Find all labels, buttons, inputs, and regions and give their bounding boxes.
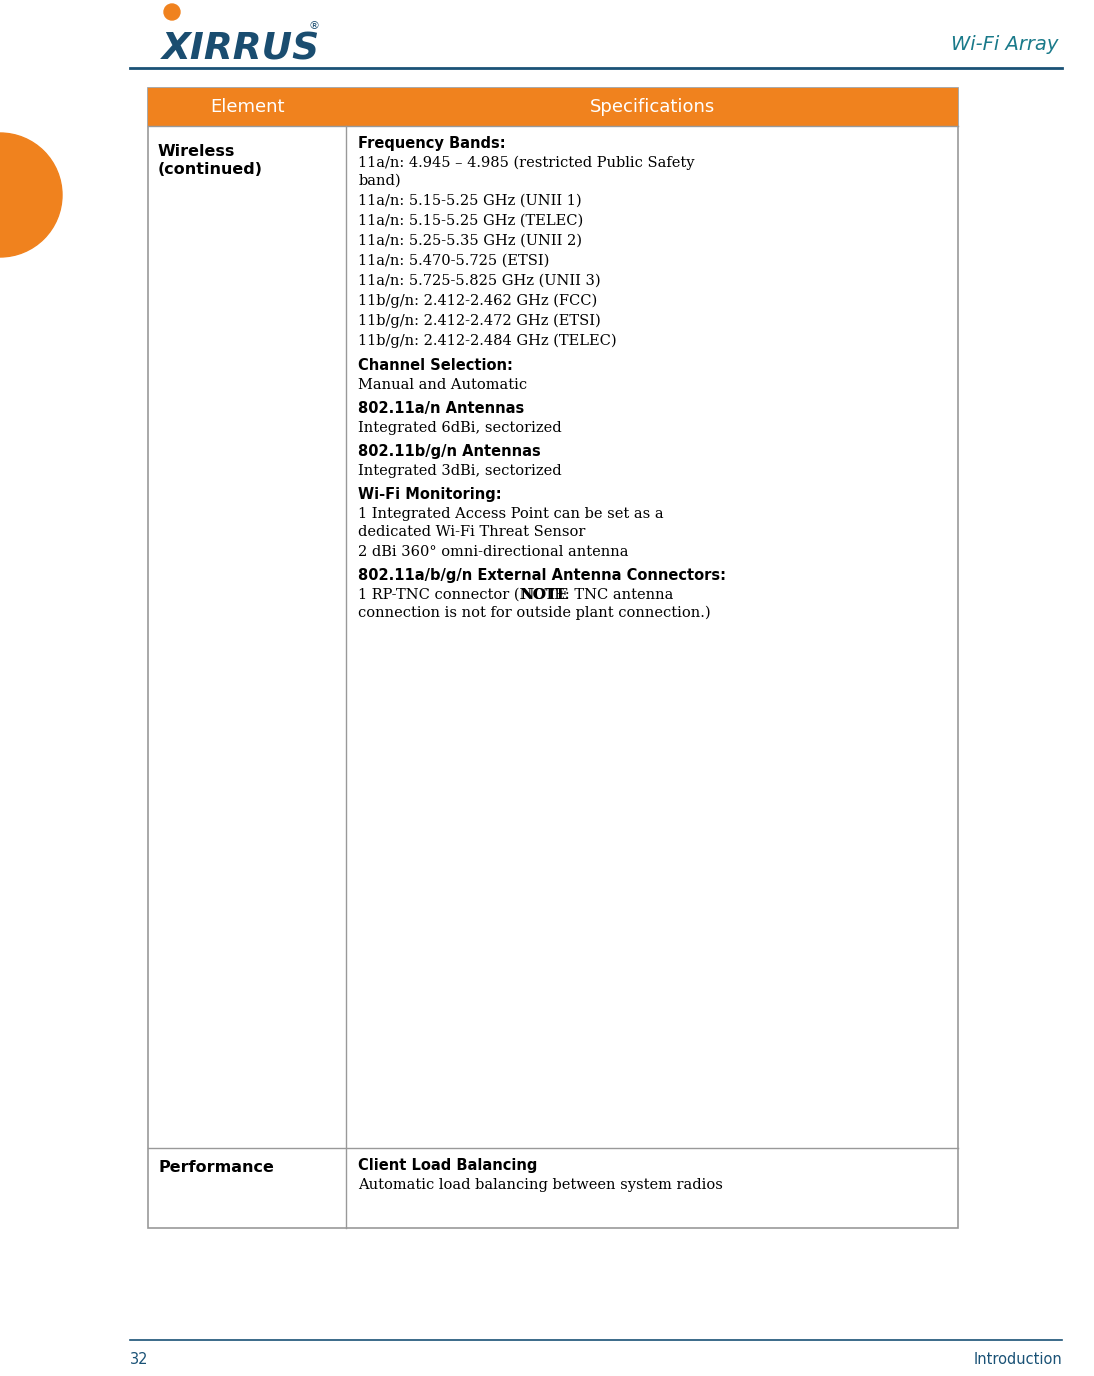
Text: Element: Element bbox=[210, 98, 284, 116]
Text: Wi-Fi Array: Wi-Fi Array bbox=[951, 34, 1058, 54]
Text: ®: ® bbox=[309, 21, 319, 32]
Circle shape bbox=[164, 4, 181, 21]
Text: Wireless: Wireless bbox=[158, 144, 235, 160]
Text: Performance: Performance bbox=[158, 1160, 274, 1175]
Text: 802.11a/n Antennas: 802.11a/n Antennas bbox=[359, 400, 525, 416]
Text: 32: 32 bbox=[130, 1353, 149, 1368]
Text: 11a/n: 5.15-5.25 GHz (UNII 1): 11a/n: 5.15-5.25 GHz (UNII 1) bbox=[359, 194, 582, 208]
Text: Integrated 3dBi, sectorized: Integrated 3dBi, sectorized bbox=[359, 464, 562, 477]
Text: 2 dBi 360° omni-directional antenna: 2 dBi 360° omni-directional antenna bbox=[359, 545, 629, 559]
Text: band): band) bbox=[359, 173, 401, 189]
Text: 11a/n: 4.945 – 4.985 (restricted Public Safety: 11a/n: 4.945 – 4.985 (restricted Public … bbox=[359, 155, 695, 171]
Text: XIRRUS: XIRRUS bbox=[162, 32, 321, 67]
Text: 802.11b/g/n Antennas: 802.11b/g/n Antennas bbox=[359, 444, 542, 460]
Text: NOTE: NOTE bbox=[520, 588, 568, 603]
Text: 11a/n: 5.15-5.25 GHz (TELEC): 11a/n: 5.15-5.25 GHz (TELEC) bbox=[359, 215, 584, 228]
Text: Introduction: Introduction bbox=[974, 1353, 1062, 1368]
Text: Specifications: Specifications bbox=[590, 98, 714, 116]
Text: 11b/g/n: 2.412-2.484 GHz (TELEC): 11b/g/n: 2.412-2.484 GHz (TELEC) bbox=[359, 334, 617, 348]
Text: Integrated 6dBi, sectorized: Integrated 6dBi, sectorized bbox=[359, 421, 562, 435]
Text: 11b/g/n: 2.412-2.472 GHz (ETSI): 11b/g/n: 2.412-2.472 GHz (ETSI) bbox=[359, 314, 602, 329]
Text: 11b/g/n: 2.412-2.462 GHz (FCC): 11b/g/n: 2.412-2.462 GHz (FCC) bbox=[359, 294, 597, 308]
Text: 1 Integrated Access Point can be set as a: 1 Integrated Access Point can be set as … bbox=[359, 506, 664, 522]
Text: Wi-Fi Monitoring:: Wi-Fi Monitoring: bbox=[359, 487, 502, 502]
Text: 11a/n: 5.725-5.825 GHz (UNII 3): 11a/n: 5.725-5.825 GHz (UNII 3) bbox=[359, 274, 601, 288]
Bar bbox=[148, 88, 958, 127]
Bar bbox=[148, 88, 958, 1227]
Text: connection is not for outside plant connection.): connection is not for outside plant conn… bbox=[359, 605, 711, 621]
Text: Frequency Bands:: Frequency Bands: bbox=[359, 136, 507, 151]
Text: 802.11a/b/g/n External Antenna Connectors:: 802.11a/b/g/n External Antenna Connector… bbox=[359, 568, 726, 583]
Text: 1 RP-TNC connector (NOTE: TNC antenna: 1 RP-TNC connector (NOTE: TNC antenna bbox=[359, 588, 674, 603]
Text: (continued): (continued) bbox=[158, 162, 263, 178]
Text: Client Load Balancing: Client Load Balancing bbox=[359, 1159, 538, 1172]
Text: 11a/n: 5.25-5.35 GHz (UNII 2): 11a/n: 5.25-5.35 GHz (UNII 2) bbox=[359, 234, 582, 248]
Text: dedicated Wi-Fi Threat Sensor: dedicated Wi-Fi Threat Sensor bbox=[359, 526, 585, 539]
Text: Manual and Automatic: Manual and Automatic bbox=[359, 378, 527, 392]
Text: Channel Selection:: Channel Selection: bbox=[359, 358, 513, 373]
Wedge shape bbox=[0, 133, 62, 257]
Text: 11a/n: 5.470-5.725 (ETSI): 11a/n: 5.470-5.725 (ETSI) bbox=[359, 255, 550, 268]
Text: Automatic load balancing between system radios: Automatic load balancing between system … bbox=[359, 1178, 723, 1192]
